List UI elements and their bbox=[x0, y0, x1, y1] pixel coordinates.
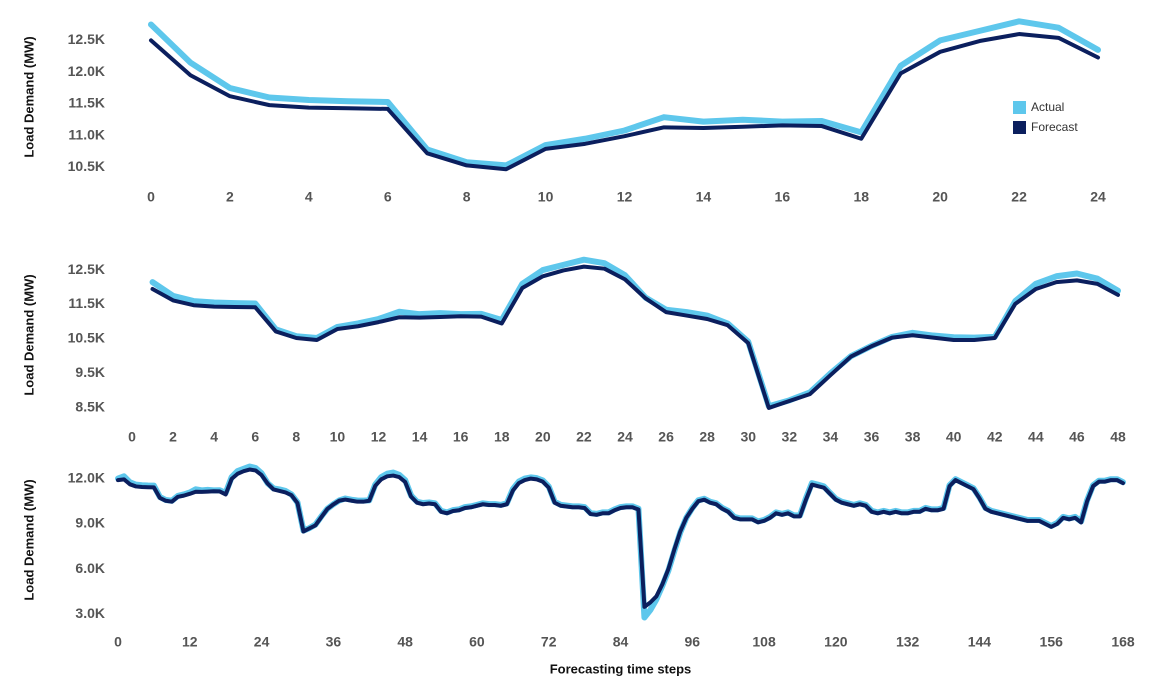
x-tick-label: 24 bbox=[254, 634, 270, 650]
x-tick-label: 168 bbox=[1111, 634, 1135, 650]
x-tick-label: 16 bbox=[453, 429, 469, 445]
series-line bbox=[150, 264, 1120, 410]
y-axis-label: Load Demand (MW) bbox=[21, 479, 36, 600]
x-tick-label: 34 bbox=[823, 429, 839, 445]
series-line bbox=[116, 467, 1125, 609]
legend-label: Actual bbox=[1031, 100, 1064, 114]
x-tick-label: 8 bbox=[463, 189, 471, 205]
y-axis-label: Load Demand (MW) bbox=[21, 274, 36, 395]
y-axis-label: Load Demand (MW) bbox=[21, 36, 36, 157]
y-tick-label: 10.5K bbox=[68, 330, 105, 346]
x-tick-label: 14 bbox=[412, 429, 428, 445]
x-tick-label: 8 bbox=[292, 429, 300, 445]
x-tick-label: 14 bbox=[696, 189, 712, 205]
x-tick-label: 36 bbox=[326, 634, 342, 650]
x-tick-label: 40 bbox=[946, 429, 962, 445]
y-tick-label: 9.0K bbox=[75, 515, 105, 531]
x-tick-label: 42 bbox=[987, 429, 1003, 445]
x-tick-label: 46 bbox=[1069, 429, 1085, 445]
y-tick-label: 8.5K bbox=[75, 399, 105, 415]
y-tick-label: 9.5K bbox=[75, 364, 105, 380]
legend-swatch bbox=[1013, 121, 1026, 134]
x-tick-label: 16 bbox=[775, 189, 791, 205]
legend-swatch bbox=[1013, 101, 1026, 114]
y-tick-label: 12.5K bbox=[68, 31, 105, 47]
x-tick-label: 96 bbox=[684, 634, 700, 650]
x-tick-label: 156 bbox=[1040, 634, 1064, 650]
x-tick-label: 2 bbox=[226, 189, 234, 205]
x-tick-label: 0 bbox=[114, 634, 122, 650]
series-line bbox=[148, 18, 1101, 169]
x-tick-label: 84 bbox=[613, 634, 629, 650]
x-tick-label: 38 bbox=[905, 429, 921, 445]
x-tick-label: 6 bbox=[384, 189, 392, 205]
x-tick-label: 28 bbox=[699, 429, 715, 445]
series-line bbox=[149, 256, 1121, 410]
x-tick-label: 22 bbox=[1011, 189, 1027, 205]
x-tick-label: 26 bbox=[658, 429, 674, 445]
x-tick-label: 60 bbox=[469, 634, 485, 650]
legend-label: Forecast bbox=[1031, 120, 1078, 134]
x-tick-label: 24 bbox=[1090, 189, 1106, 205]
x-tick-label: 48 bbox=[1110, 429, 1126, 445]
x-tick-label: 108 bbox=[752, 634, 776, 650]
y-tick-label: 10.5K bbox=[68, 158, 105, 174]
x-tick-label: 18 bbox=[853, 189, 869, 205]
y-tick-label: 12.0K bbox=[68, 63, 105, 79]
x-tick-label: 12 bbox=[371, 429, 387, 445]
x-tick-label: 144 bbox=[968, 634, 992, 650]
x-tick-label: 120 bbox=[824, 634, 848, 650]
y-tick-label: 11.5K bbox=[68, 95, 105, 111]
x-tick-label: 0 bbox=[128, 429, 136, 445]
x-tick-label: 18 bbox=[494, 429, 510, 445]
x-tick-label: 32 bbox=[782, 429, 798, 445]
y-tick-label: 6.0K bbox=[75, 560, 105, 576]
x-tick-label: 4 bbox=[210, 429, 218, 445]
x-tick-label: 10 bbox=[538, 189, 554, 205]
y-tick-label: 11.5K bbox=[68, 295, 105, 311]
y-tick-label: 12.0K bbox=[68, 469, 105, 485]
x-tick-label: 0 bbox=[147, 189, 155, 205]
x-tick-label: 12 bbox=[617, 189, 633, 205]
y-tick-label: 12.5K bbox=[68, 261, 105, 277]
x-axis-label: Forecasting time steps bbox=[550, 661, 692, 676]
x-tick-label: 24 bbox=[617, 429, 633, 445]
x-tick-label: 44 bbox=[1028, 429, 1044, 445]
x-tick-label: 132 bbox=[896, 634, 920, 650]
y-tick-label: 11.0K bbox=[68, 126, 105, 142]
series-line bbox=[149, 32, 1100, 172]
x-tick-label: 20 bbox=[535, 429, 551, 445]
x-tick-label: 4 bbox=[305, 189, 313, 205]
x-tick-label: 36 bbox=[864, 429, 880, 445]
y-tick-label: 3.0K bbox=[75, 605, 105, 621]
x-tick-label: 20 bbox=[932, 189, 948, 205]
x-tick-label: 72 bbox=[541, 634, 557, 650]
x-tick-label: 6 bbox=[251, 429, 259, 445]
x-tick-label: 12 bbox=[182, 634, 198, 650]
x-tick-label: 2 bbox=[169, 429, 177, 445]
x-tick-label: 48 bbox=[397, 634, 413, 650]
x-tick-label: 30 bbox=[740, 429, 756, 445]
x-tick-label: 10 bbox=[330, 429, 346, 445]
x-tick-label: 22 bbox=[576, 429, 592, 445]
